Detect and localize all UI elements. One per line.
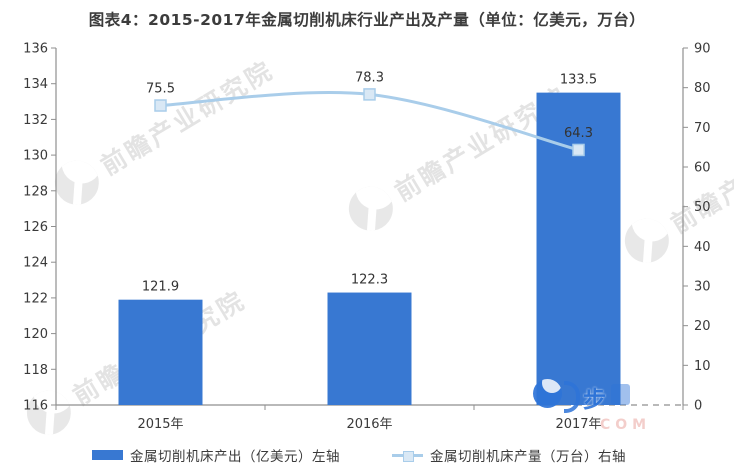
left-tick-label: 136	[23, 42, 48, 57]
bar-series-swatch	[92, 450, 123, 460]
x-category-label: 2017年	[555, 417, 601, 432]
line-data-label: 64.3	[564, 126, 593, 141]
bar-data-label: 121.9	[142, 280, 179, 295]
line-data-label: 75.5	[146, 82, 175, 97]
bar-2015年	[118, 299, 203, 405]
line-swatch-marker	[403, 451, 414, 462]
bar-2016年	[327, 292, 412, 405]
legend-item-line-series: 金属切削机床产量（万台）右轴	[392, 446, 626, 465]
left-tick-label: 126	[23, 220, 48, 235]
left-tick-label: 122	[23, 291, 48, 306]
x-category-label: 2016年	[346, 417, 392, 432]
legend-label: 金属切削机床产量（万台）右轴	[430, 449, 626, 465]
bar-data-label: 122.3	[351, 273, 388, 288]
left-tick-label: 134	[23, 77, 48, 92]
left-tick-label: 118	[23, 363, 48, 378]
line-marker	[154, 99, 167, 112]
left-tick-label: 120	[23, 327, 48, 342]
left-tick-label: 124	[23, 256, 48, 271]
line-marker	[363, 88, 376, 101]
right-tick-label: 60	[694, 161, 711, 176]
right-tick-label: 20	[694, 319, 711, 334]
right-tick-label: 50	[694, 200, 711, 215]
chart-title: 图表4：2015-2017年金属切削机床行业产出及产量（单位：亿美元，万台）	[88, 11, 646, 29]
right-tick-label: 10	[694, 359, 711, 374]
bar-data-label: 133.5	[560, 73, 597, 88]
line-series	[160, 91, 579, 152]
right-tick-label: 90	[694, 42, 711, 57]
left-tick-label: 128	[23, 184, 48, 199]
left-tick-label: 130	[23, 149, 48, 164]
legend-label: 金属切削机床产出（亿美元）左轴	[130, 449, 340, 465]
right-tick-label: 30	[694, 280, 711, 295]
line-series-swatch	[392, 449, 423, 462]
right-tick-label: 0	[694, 399, 702, 414]
left-tick-label: 132	[23, 113, 48, 128]
line-data-label: 78.3	[355, 70, 384, 85]
right-tick-label: 40	[694, 240, 711, 255]
line-marker	[572, 143, 585, 157]
x-category-label: 2015年	[137, 417, 183, 432]
left-tick-label: 116	[23, 399, 48, 414]
right-tick-label: 70	[694, 121, 711, 136]
right-tick-label: 80	[694, 81, 711, 96]
legend-item-bar-series: 金属切削机床产出（亿美元）左轴	[92, 446, 340, 465]
